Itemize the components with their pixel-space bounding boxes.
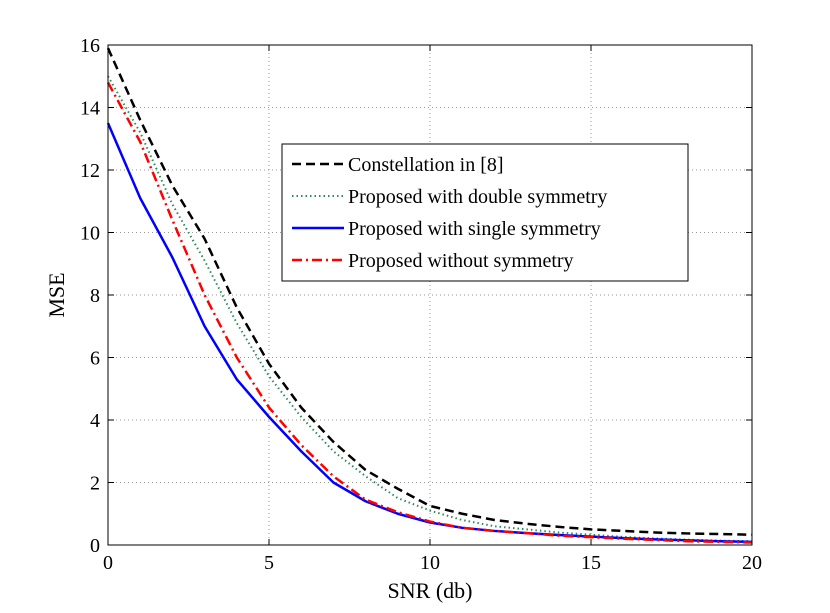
legend-box xyxy=(281,143,689,282)
legend: Constellation in [8] Proposed with double… xyxy=(281,143,689,282)
y-tick-label: 0 xyxy=(90,535,100,557)
x-axis-label: SNR (db) xyxy=(388,578,473,603)
x-tick-label: 10 xyxy=(420,552,440,574)
y-axis-label: MSE xyxy=(44,272,69,317)
y-tick-label: 4 xyxy=(90,410,100,432)
series-line xyxy=(106,47,753,536)
y-tick-label: 14 xyxy=(80,98,100,120)
series-layer xyxy=(106,47,753,544)
y-tick-label: 16 xyxy=(80,35,100,57)
series-4 xyxy=(106,81,753,544)
y-tick-label: 8 xyxy=(90,285,100,307)
x-tick-label: 15 xyxy=(581,552,601,574)
x-tick-label: 5 xyxy=(264,552,274,574)
y-tick-label: 12 xyxy=(80,160,100,182)
legend-entry: Proposed without symmetry xyxy=(348,250,574,272)
axis-ticks: 0 5 10 15 20 0 2 4 6 8 10 12 14 16 xyxy=(80,35,762,574)
x-tick-label: 0 xyxy=(103,552,113,574)
y-tick-label: 2 xyxy=(90,473,100,495)
legend-entry: Constellation in [8] xyxy=(348,154,504,176)
legend-entry: Proposed with double symmetry xyxy=(348,186,607,208)
legend-entry: Proposed with single symmetry xyxy=(348,218,601,240)
y-tick-label: 10 xyxy=(80,223,100,245)
x-tick-label: 20 xyxy=(742,552,762,574)
y-tick-label: 6 xyxy=(90,348,100,370)
